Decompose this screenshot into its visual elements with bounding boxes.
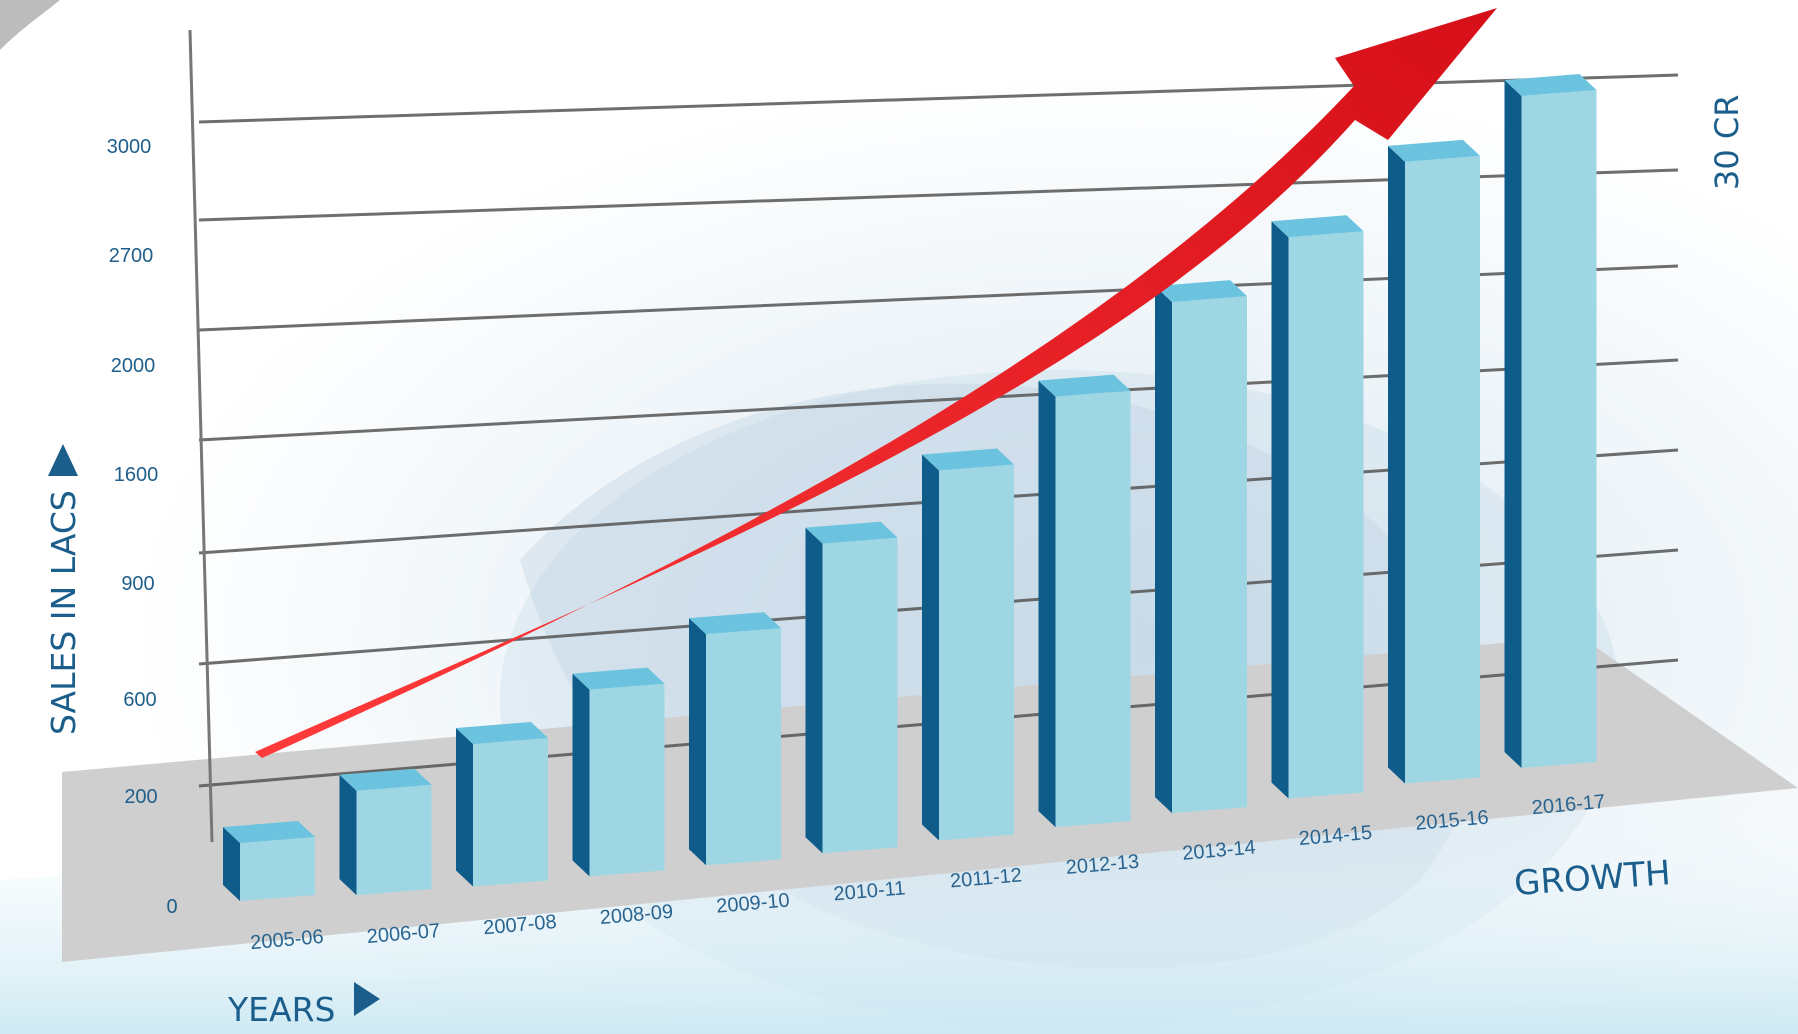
y-tick-label: 0: [166, 896, 177, 918]
bar-front: [1405, 155, 1480, 784]
bar-side: [223, 827, 240, 901]
bar-side: [456, 727, 473, 887]
bar: [805, 521, 898, 854]
bar-front: [706, 628, 781, 866]
bar: [572, 667, 665, 877]
bar-side: [805, 527, 823, 854]
bar-top: [689, 612, 781, 635]
corner-swoosh: [0, 0, 60, 50]
bar-top: [572, 667, 665, 690]
bar-side: [339, 774, 357, 896]
bar-side: [1388, 145, 1405, 784]
bar-front: [1172, 296, 1247, 814]
y-tick-label: 1600: [114, 464, 159, 486]
y-axis-ticks: 0 200 600 900 1600 2000 2700 3000: [107, 136, 178, 918]
x-axis-arrow-icon: [354, 982, 380, 1016]
bar-front: [1521, 90, 1597, 768]
bar: [1271, 215, 1364, 799]
growth-trend-arrow: [255, 8, 1497, 758]
bar-top: [339, 768, 432, 791]
bar-side: [922, 454, 939, 841]
y-axis-title: SALES IN LACS: [44, 490, 83, 735]
y-axis-line: [188, 29, 214, 843]
y-tick-label: 2000: [111, 355, 156, 377]
bar-top: [1155, 280, 1247, 303]
y-tick-label: 600: [123, 689, 156, 711]
y-tick-label: 2700: [109, 245, 154, 267]
bar-top: [1388, 139, 1480, 162]
bar: [689, 612, 781, 866]
bar-front: [356, 784, 432, 896]
bar-side: [572, 673, 590, 877]
bar: [456, 721, 548, 887]
bar: [1504, 74, 1597, 768]
bar-top: [1271, 215, 1364, 238]
bar-top: [456, 721, 548, 744]
bar-side: [1155, 286, 1172, 814]
bar-front: [822, 537, 898, 854]
y-tick-label: 900: [121, 573, 154, 595]
bar: [1155, 280, 1247, 814]
bar-top: [223, 821, 315, 843]
bar-top: [805, 521, 898, 544]
bar-top: [1038, 374, 1131, 397]
y-tick-label: 200: [124, 786, 157, 808]
y-tick-label: 3000: [107, 136, 152, 158]
bars: [223, 74, 1597, 901]
bar-front: [1055, 390, 1131, 828]
bar-front: [240, 837, 315, 901]
bar-side: [1271, 221, 1289, 799]
bar: [1388, 139, 1480, 784]
bar: [1038, 374, 1131, 828]
x-axis-title: YEARS: [227, 990, 335, 1029]
bar-side: [1038, 380, 1056, 828]
bar: [922, 448, 1014, 841]
bar-front: [1288, 231, 1364, 799]
bar-side: [689, 618, 706, 866]
bar-front: [589, 683, 665, 877]
bar: [223, 821, 315, 901]
right-annotation-30-cr: 30 CR: [1708, 95, 1746, 190]
bar-side: [1504, 80, 1522, 768]
bar-front: [473, 737, 548, 887]
bar-top: [922, 448, 1014, 471]
bar: [339, 768, 432, 896]
bar-top: [1504, 74, 1597, 96]
bar-front: [939, 464, 1014, 841]
y-axis-arrow-icon: [48, 444, 78, 476]
